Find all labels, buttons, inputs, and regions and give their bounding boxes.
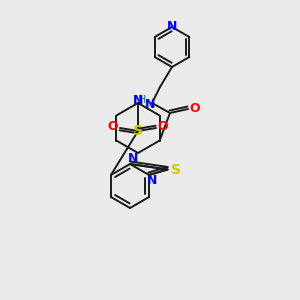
Text: N: N <box>167 20 177 32</box>
Text: S: S <box>133 124 143 138</box>
Text: O: O <box>108 121 118 134</box>
Text: S: S <box>170 163 181 176</box>
Text: N: N <box>128 152 138 164</box>
Text: N: N <box>147 175 157 188</box>
Text: N: N <box>133 94 143 107</box>
Text: O: O <box>190 101 200 115</box>
Text: N: N <box>145 98 155 112</box>
Text: O: O <box>158 121 168 134</box>
Text: H: H <box>138 95 146 105</box>
